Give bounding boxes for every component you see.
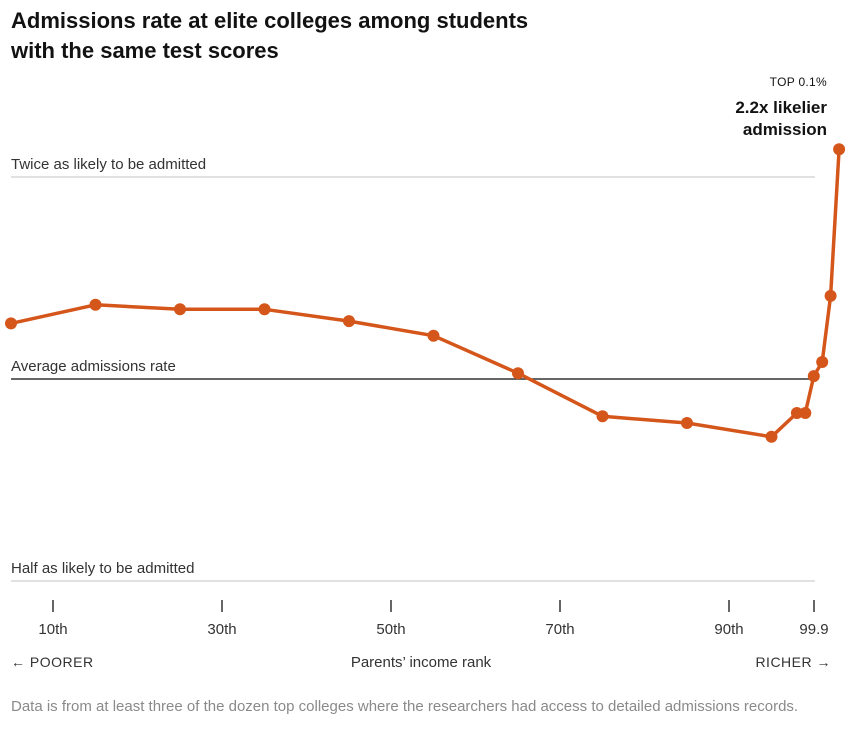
series-point (89, 298, 102, 311)
x-tick-label: 10th (38, 621, 67, 638)
series-point (596, 410, 609, 423)
x-tick-label: 99.9 (799, 621, 828, 638)
series-point (512, 367, 524, 380)
ref-label-half: Half as likely to be admitted (11, 560, 194, 577)
series-point (807, 370, 820, 383)
series-points (5, 143, 846, 443)
chart-plot: Twice as likely to be admitted Average a… (5, 75, 846, 638)
x-tick-label: 70th (545, 621, 574, 638)
chart-title: Admissions rate at elite colleges among … (11, 8, 529, 63)
annotation-top-label: TOP 0.1% (770, 75, 827, 89)
poorer-label: ← POORER (11, 654, 94, 670)
source-note: Data is from at least three of the dozen… (11, 698, 799, 715)
x-axis: 10th 30th 50th 70th 90th 99.9 (38, 600, 829, 638)
series-point (174, 303, 186, 316)
annotation-value-line2: admission (743, 120, 827, 139)
series-point (833, 143, 846, 156)
series-point (799, 407, 812, 419)
x-tick-label: 50th (376, 621, 405, 638)
series-point (343, 315, 355, 328)
series-point (258, 303, 271, 316)
x-tick-label: 30th (207, 621, 236, 638)
ref-label-average: Average admissions rate (11, 358, 176, 375)
series-point (681, 417, 693, 429)
series-point (5, 317, 17, 330)
x-axis-title: Parents’ income rank (350, 654, 492, 671)
annotation-value-line1: 2.2x likelier (735, 98, 827, 117)
series-point (427, 329, 440, 342)
richer-label: RICHER → (755, 654, 831, 670)
series-point (790, 407, 803, 419)
series-line (9, 147, 841, 439)
series-point (824, 289, 837, 302)
series-point (816, 356, 829, 368)
x-axis-footer: ← POORER Parents’ income rank RICHER → (11, 654, 831, 676)
ref-label-twice: Twice as likely to be admitted (11, 156, 206, 173)
series-point (765, 430, 778, 443)
x-tick-label: 90th (714, 621, 743, 638)
